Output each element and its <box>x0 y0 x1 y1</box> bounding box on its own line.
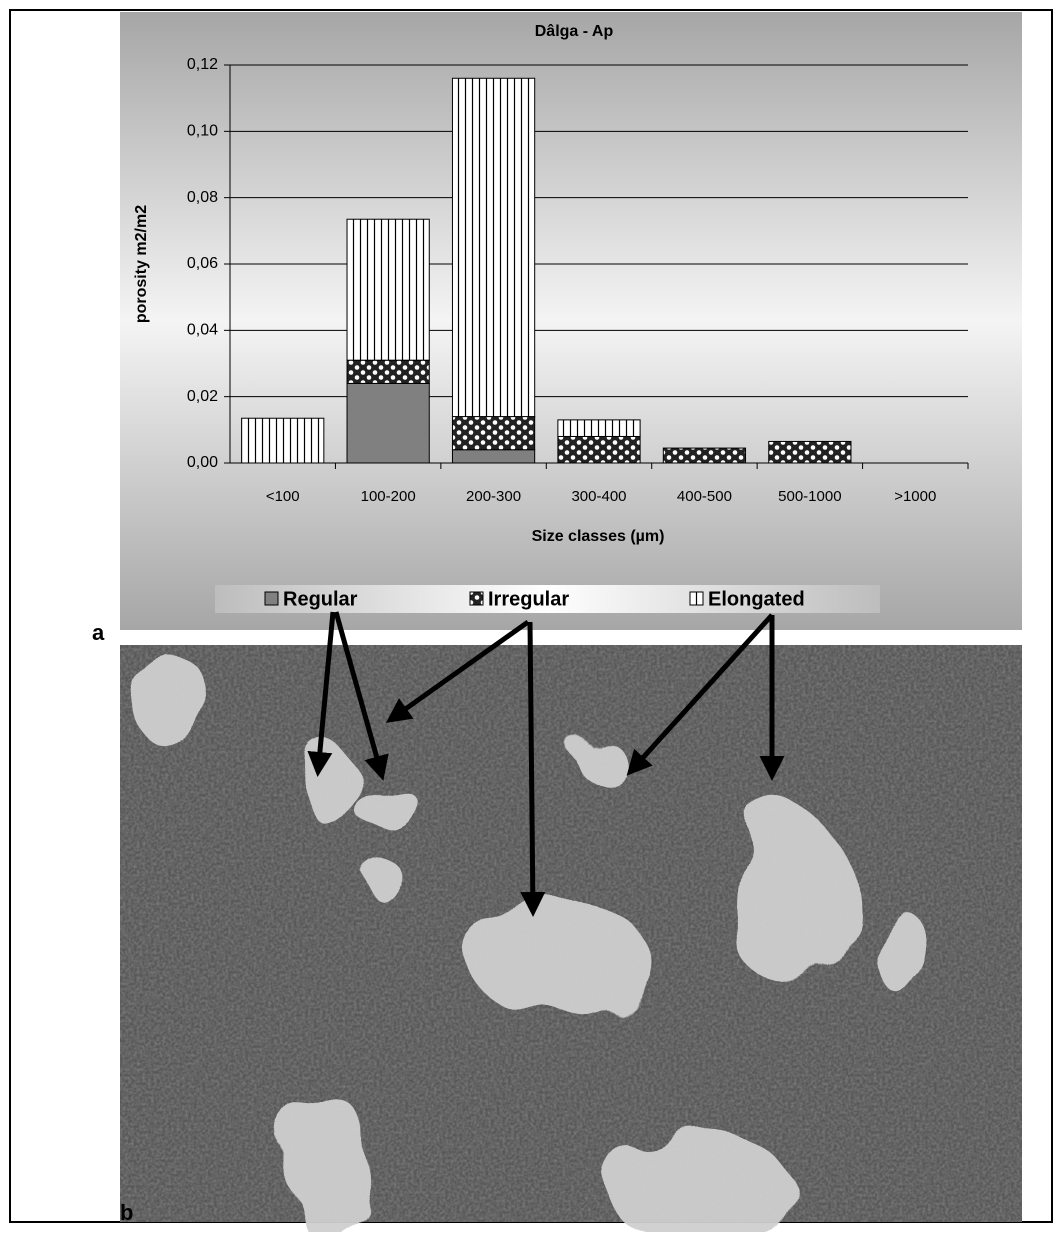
figure: Dâlga - Ap porosity m2/m2 Size classes (… <box>0 0 1062 1232</box>
y-tick-label: 0,02 <box>187 388 218 405</box>
y-tick-label: 0,12 <box>187 56 218 73</box>
y-tick-label: 0,00 <box>187 454 218 471</box>
legend-swatch <box>470 592 483 605</box>
legend-swatch <box>690 592 703 605</box>
panel-label: a <box>92 620 105 645</box>
y-tick-label: 0,10 <box>187 123 218 140</box>
bar-segment <box>347 383 429 463</box>
y-axis-label: porosity m2/m2 <box>133 205 150 323</box>
x-tick-label: 400-500 <box>677 488 732 505</box>
bar-segment <box>452 450 534 463</box>
y-tick-label: 0,06 <box>187 255 218 272</box>
y-tick-label: 0,08 <box>187 189 218 206</box>
bar-segment <box>663 448 745 463</box>
chart-title: Dâlga - Ap <box>535 23 614 40</box>
x-tick-label: 500-1000 <box>778 488 841 505</box>
y-tick-label: 0,04 <box>187 322 218 339</box>
panel-label: b <box>120 1200 133 1225</box>
bar-segment <box>769 441 851 463</box>
x-axis-label: Size classes (µm) <box>532 528 665 545</box>
micrograph <box>120 645 1022 1232</box>
bar-segment <box>558 420 640 437</box>
legend-swatch <box>265 592 278 605</box>
x-tick-label: <100 <box>266 488 300 505</box>
x-tick-label: 100-200 <box>361 488 416 505</box>
x-tick-label: 300-400 <box>571 488 626 505</box>
x-tick-label: >1000 <box>894 488 936 505</box>
bar-segment <box>452 78 534 416</box>
legend-label: Irregular <box>488 588 569 610</box>
bar-segment <box>242 418 324 463</box>
bar-segment <box>347 360 429 383</box>
x-tick-label: 200-300 <box>466 488 521 505</box>
legend-label: Elongated <box>708 588 805 610</box>
bar-segment <box>558 436 640 463</box>
legend-label: Regular <box>283 588 358 610</box>
bar-segment <box>452 417 534 450</box>
bar-segment <box>347 219 429 360</box>
